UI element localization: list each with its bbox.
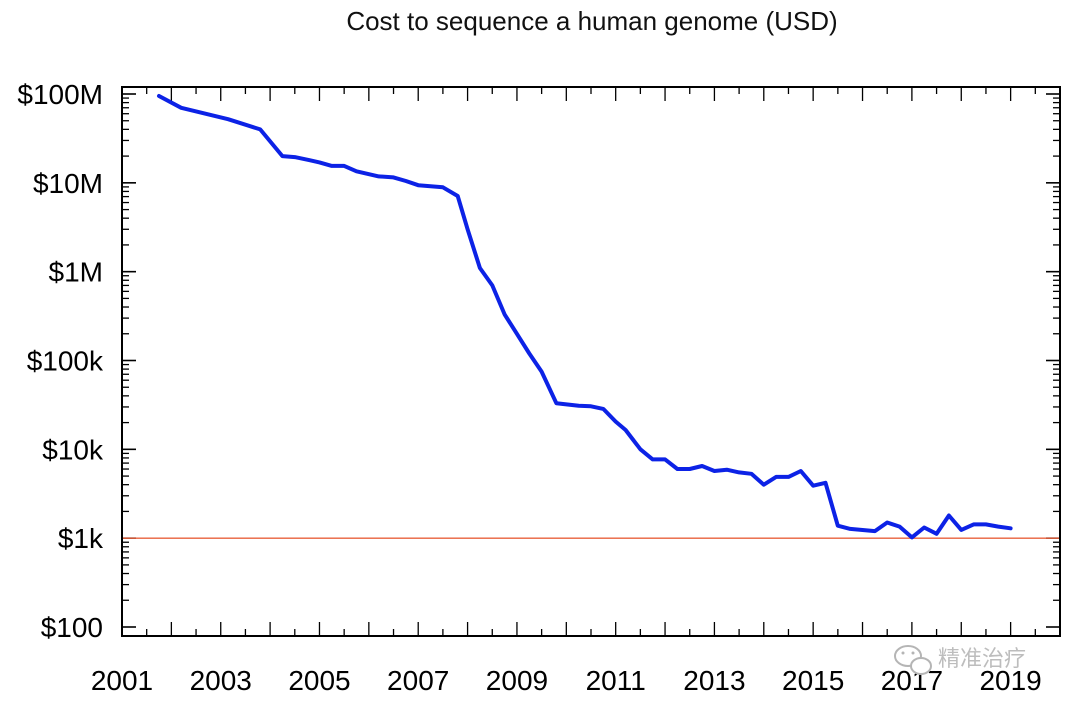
x-tick-label: 2003 — [190, 665, 252, 696]
x-tick-label: 2015 — [782, 665, 844, 696]
x-tick-label: 2013 — [683, 665, 745, 696]
y-tick-label: $1k — [58, 523, 104, 554]
plot-frame — [121, 86, 1061, 637]
x-tick-label: 2001 — [91, 665, 153, 696]
cost-series-line — [157, 94, 1013, 540]
watermark: 精准治疗 — [894, 645, 1026, 675]
y-tick-label: $10k — [42, 434, 104, 465]
axis-ticks — [121, 87, 1061, 636]
chart-title: Cost to sequence a human genome (USD) — [346, 6, 837, 36]
y-tick-label: $1M — [49, 257, 103, 288]
y-tick-label: $10M — [33, 168, 103, 199]
x-tick-label: 2019 — [979, 665, 1041, 696]
y-axis-tick-labels: $100M $10M $1M $100k $10k $1k $100 — [17, 79, 104, 643]
y-tick-label: $100 — [41, 612, 103, 643]
y-tick-label: $100k — [27, 346, 104, 377]
watermark-text: 精准治疗 — [938, 646, 1026, 671]
wechat-icon — [894, 645, 932, 675]
x-tick-label: 2005 — [288, 665, 350, 696]
x-tick-label: 2009 — [486, 665, 548, 696]
x-tick-label: 2011 — [586, 665, 646, 696]
x-tick-label: 2007 — [387, 665, 449, 696]
y-tick-label: $100M — [17, 79, 103, 110]
